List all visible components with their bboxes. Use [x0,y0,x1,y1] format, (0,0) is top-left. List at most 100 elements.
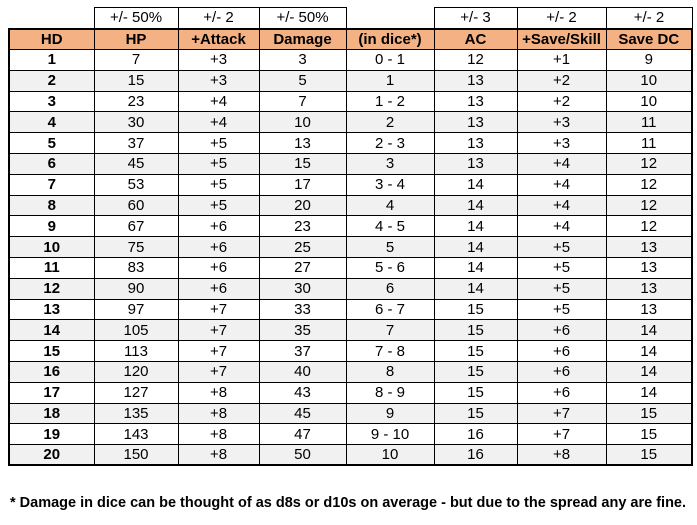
cell-in-dice: 2 [345,111,435,134]
cell-in-dice: 8 - 9 [345,381,435,404]
cell-attack: +6 [177,236,260,258]
cell-hp: 53 [93,173,179,196]
cell-attack: +8 [177,381,260,404]
cell-damage: 47 [258,423,347,446]
cell-attack: +3 [177,49,260,71]
cell-attack: +7 [177,298,260,321]
cell-hd: 17 [8,381,95,404]
cell-hd: 8 [8,194,95,217]
cell-hp: 67 [93,215,179,238]
cell-hp: 23 [93,90,179,113]
cell-in-dice: 6 - 7 [345,298,435,321]
cell-save-dc: 11 [605,132,693,154]
cell-attack: +8 [177,423,260,446]
cell-save-dc: 12 [605,194,693,217]
cell-in-dice: 2 - 3 [345,132,435,154]
cell-damage: 40 [258,360,347,383]
cell-damage: 50 [258,444,347,467]
cell-save-dc: 14 [605,340,693,362]
cell-save-skill: +6 [516,360,607,383]
variance-label-ac: +/- 3 [433,7,518,29]
table-row: 19 143 +8 47 9 - 10 16 +7 15 [8,423,693,446]
cell-hp: 135 [93,402,179,425]
cell-damage: 3 [258,49,347,71]
cell-save-dc: 15 [605,423,693,446]
cell-save-skill: +3 [516,111,607,134]
column-header-damage: Damage [258,27,347,50]
cell-in-dice: 4 - 5 [345,215,435,238]
cell-hd: 13 [8,298,95,321]
cell-in-dice: 5 - 6 [345,256,435,279]
cell-ac: 13 [433,152,518,175]
cell-ac: 14 [433,236,518,258]
column-header-save-skill: +Save/Skill [516,27,607,50]
cell-hd: 4 [8,111,95,134]
cell-ac: 14 [433,215,518,238]
cell-ac: 13 [433,69,518,92]
column-header-save-dc: Save DC [605,27,693,50]
variance-label-save-dc: +/- 2 [605,7,693,29]
cell-hd: 11 [8,256,95,279]
cell-damage: 35 [258,319,347,342]
cell-save-skill: +5 [516,256,607,279]
cell-attack: +8 [177,444,260,467]
cell-save-dc: 14 [605,360,693,383]
cell-save-skill: +3 [516,132,607,154]
cell-attack: +7 [177,340,260,362]
cell-damage: 10 [258,111,347,134]
cell-hd: 16 [8,360,95,383]
cell-damage: 20 [258,194,347,217]
cell-attack: +5 [177,152,260,175]
cell-hp: 45 [93,152,179,175]
cell-attack: +5 [177,132,260,154]
cell-hd: 18 [8,402,95,425]
cell-damage: 25 [258,236,347,258]
cell-ac: 15 [433,402,518,425]
cell-in-dice: 10 [345,444,435,467]
cell-save-dc: 10 [605,90,693,113]
cell-attack: +7 [177,360,260,383]
cell-hd: 7 [8,173,95,196]
cell-damage: 7 [258,90,347,113]
table-row: 13 97 +7 33 6 - 7 15 +5 13 [8,298,693,321]
cell-in-dice: 7 [345,319,435,342]
cell-hp: 75 [93,236,179,258]
cell-ac: 15 [433,360,518,383]
cell-ac: 13 [433,111,518,134]
cell-ac: 12 [433,49,518,71]
cell-in-dice: 6 [345,277,435,300]
cell-save-dc: 10 [605,69,693,92]
cell-ac: 15 [433,298,518,321]
cell-hp: 150 [93,444,179,467]
cell-save-skill: +7 [516,402,607,425]
cell-hp: 37 [93,132,179,154]
cell-save-skill: +5 [516,277,607,300]
cell-ac: 13 [433,132,518,154]
cell-save-skill: +6 [516,340,607,362]
cell-in-dice: 0 - 1 [345,49,435,71]
cell-attack: +6 [177,277,260,300]
cell-save-skill: +5 [516,298,607,321]
table-row: 16 120 +7 40 8 15 +6 14 [8,360,693,383]
table-row: 11 83 +6 27 5 - 6 14 +5 13 [8,256,693,279]
cell-in-dice: 8 [345,360,435,383]
cell-in-dice: 3 - 4 [345,173,435,196]
cell-save-skill: +8 [516,444,607,467]
table-row: 15 113 +7 37 7 - 8 15 +6 14 [8,340,693,362]
cell-save-dc: 12 [605,215,693,238]
cell-save-dc: 15 [605,402,693,425]
cell-ac: 13 [433,90,518,113]
cell-save-skill: +4 [516,152,607,175]
cell-ac: 15 [433,319,518,342]
cell-damage: 5 [258,69,347,92]
cell-save-skill: +2 [516,69,607,92]
cell-ac: 15 [433,340,518,362]
cell-attack: +8 [177,402,260,425]
cell-damage: 30 [258,277,347,300]
cell-attack: +6 [177,256,260,279]
variance-row: +/- 50% +/- 2 +/- 50% +/- 3 +/- 2 +/- 2 [9,7,693,29]
cell-save-skill: +4 [516,173,607,196]
table-row: 2 15 +3 5 1 13 +2 10 [8,69,693,92]
cell-save-skill: +1 [516,49,607,71]
